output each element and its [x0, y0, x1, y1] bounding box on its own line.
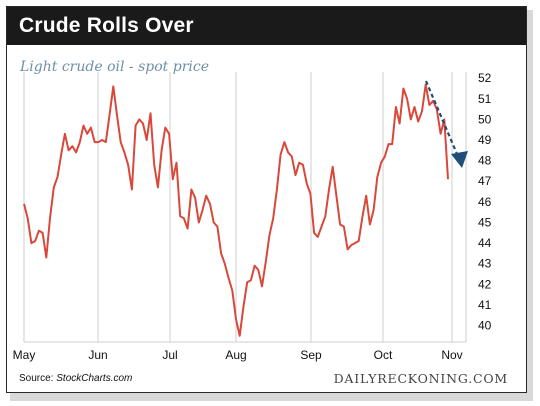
- x-tick-label: Oct: [374, 348, 393, 362]
- source-note: Source: StockCharts.com: [19, 373, 132, 384]
- y-tick-label: 50: [478, 112, 492, 126]
- series-layer: [23, 83, 449, 337]
- y-tick-label: 51: [478, 92, 492, 106]
- x-tick-label: Jun: [88, 348, 107, 362]
- y-tick-label: 47: [478, 174, 492, 188]
- chart-title: Crude Rolls Over: [19, 14, 194, 37]
- y-tick-label: 45: [478, 215, 492, 229]
- trend-arrow-head: [451, 151, 468, 168]
- y-tick-label: 48: [478, 154, 492, 168]
- brand-wordmark: DAILYRECKONING.COM: [333, 371, 508, 386]
- x-tick-label: Aug: [225, 348, 246, 362]
- x-tick-label: Sep: [300, 348, 322, 362]
- y-tick-label: 44: [478, 236, 492, 250]
- chart-card: Crude Rolls Over Light crude oil - spot …: [6, 6, 527, 393]
- chart-subtitle: Light crude oil - spot price: [20, 59, 209, 75]
- y-tick-label: 41: [478, 298, 492, 312]
- trend-arrow-shaft: [424, 80, 459, 155]
- source-name: StockCharts.com: [56, 373, 133, 384]
- trend-arrow: [424, 80, 468, 168]
- x-tick-label: May: [13, 348, 36, 362]
- y-tick-label: 40: [478, 319, 492, 333]
- x-tick-label: Nov: [441, 348, 462, 362]
- title-banner: Crude Rolls Over: [7, 7, 526, 45]
- y-tick-label: 52: [478, 71, 492, 85]
- y-tick-label: 46: [478, 195, 492, 209]
- y-tick-label: 49: [478, 133, 492, 147]
- y-tick-label: 43: [478, 257, 492, 271]
- y-tick-label: 42: [478, 277, 492, 291]
- crude-price-line: [23, 83, 449, 337]
- axis-ticks: 40 41 42 43 44 45 46 47 48 49 50 51 52 May Jun Jul Aug Se…: [13, 71, 492, 362]
- source-label: Source:: [19, 373, 57, 384]
- x-tick-label: Jul: [162, 348, 177, 362]
